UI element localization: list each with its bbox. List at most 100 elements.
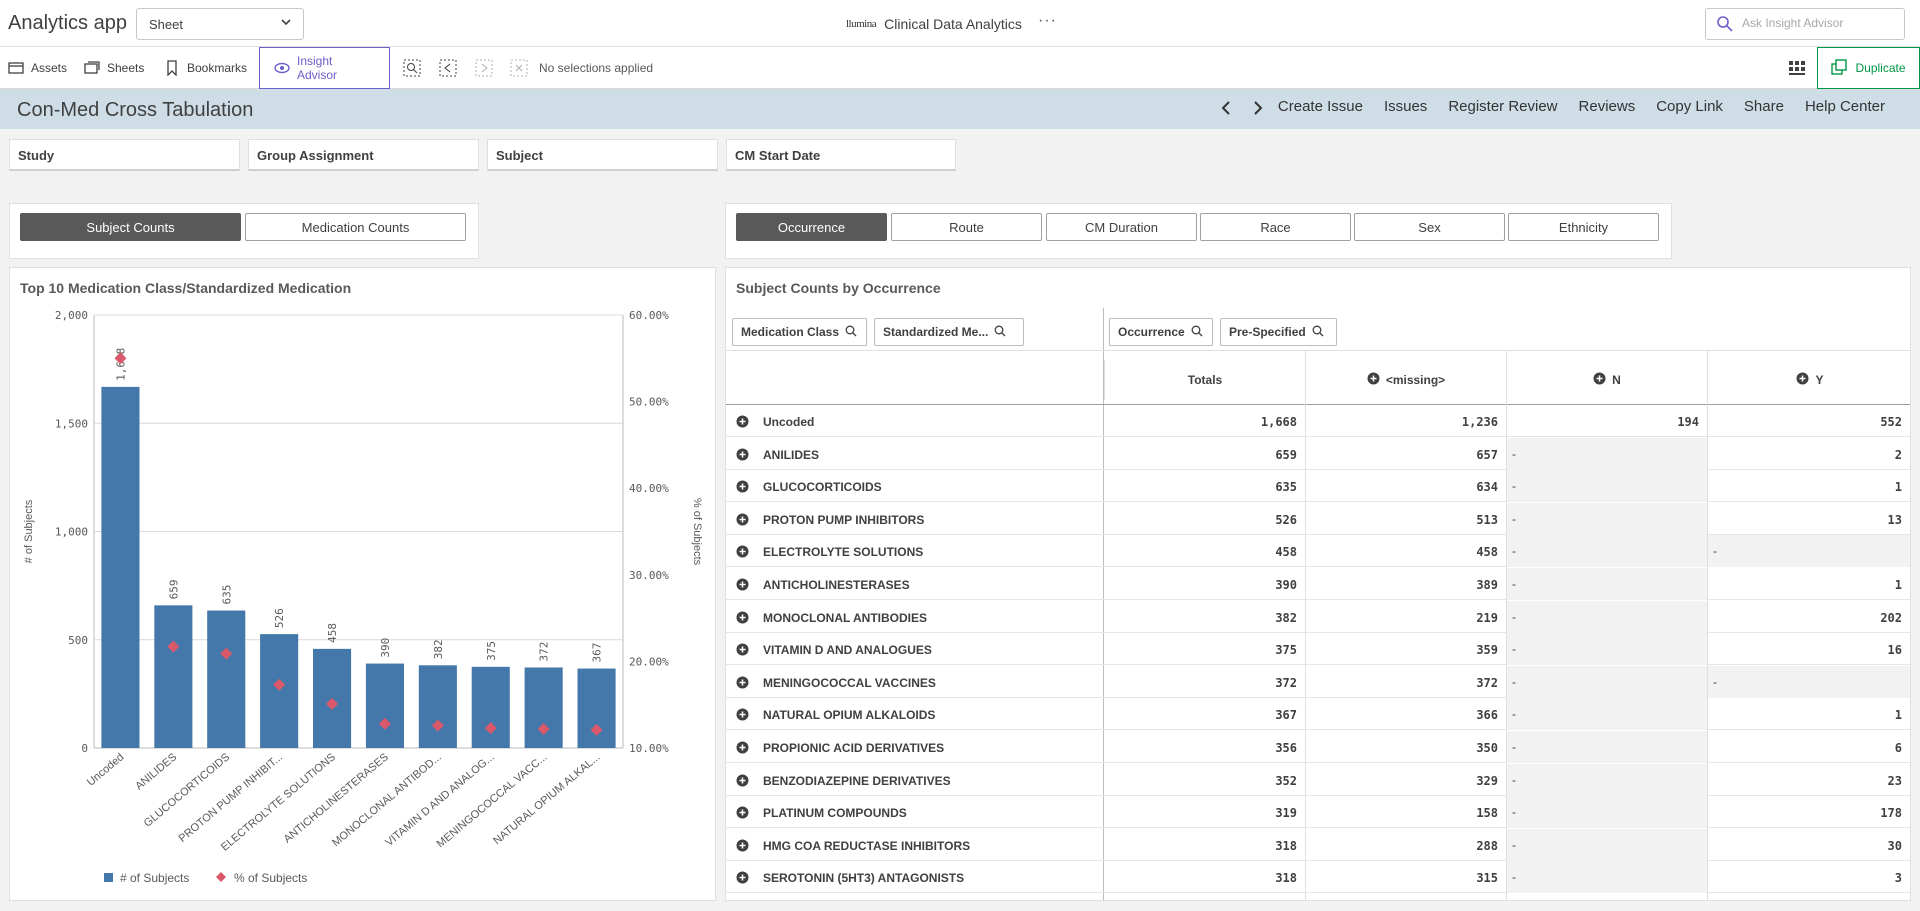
table-row[interactable]: SEROTONIN (5HT3) ANTAGONISTS 318 315- 3 [726, 861, 1910, 894]
filter-study[interactable]: Study [9, 139, 240, 171]
assets-button[interactable]: Assets [8, 47, 67, 89]
insight-advisor-button[interactable]: Insight Advisor [259, 47, 390, 89]
next-sheet-button[interactable] [1252, 98, 1264, 123]
row-label[interactable]: PLATINUM COMPOUNDS [763, 806, 907, 821]
subject-counts-button[interactable]: Subject Counts [20, 213, 241, 241]
cell-y: 6 [1894, 741, 1902, 755]
table-row[interactable]: MENINGOCOCCAL VACCINES 372 372- - [726, 665, 1910, 698]
expand-icon[interactable] [1593, 372, 1606, 388]
standardized-medication-dimension[interactable]: Standardized Me... [874, 318, 1024, 346]
row-label[interactable]: BENZODIAZEPINE DERIVATIVES [763, 773, 951, 788]
column-header-totals[interactable]: Totals [1104, 360, 1305, 400]
expand-icon[interactable] [736, 806, 749, 822]
step-forward-icon[interactable] [475, 59, 493, 77]
ask-insight-advisor-input[interactable] [1742, 16, 1892, 30]
expand-icon[interactable] [736, 741, 749, 757]
row-label[interactable]: ELECTROLYTE SOLUTIONS [763, 545, 924, 560]
expand-icon[interactable] [736, 871, 749, 887]
row-label[interactable]: ANTICHOLINESTERASES [763, 578, 910, 592]
table-row[interactable]: GLUCOCORTICOIDS 635 634- 1 [726, 470, 1910, 503]
expand-icon[interactable] [736, 774, 749, 790]
occurrence-dimension[interactable]: Occurrence [1109, 318, 1213, 346]
expand-icon[interactable] [1796, 372, 1809, 388]
step-back-icon[interactable] [439, 59, 457, 77]
expand-icon[interactable] [736, 480, 749, 496]
clear-selections-icon[interactable] [510, 59, 528, 77]
column-header-n[interactable]: N [1506, 360, 1707, 400]
sex-button[interactable]: Sex [1354, 213, 1505, 241]
row-label[interactable]: MENINGOCOCCAL VACCINES [763, 675, 936, 690]
table-row[interactable]: ANILIDES 659 657- 2 [726, 437, 1910, 470]
filter-cm-start-date[interactable]: CM Start Date [726, 139, 956, 171]
expand-icon[interactable] [736, 513, 749, 529]
occurrence-button[interactable]: Occurrence [736, 213, 887, 241]
column-header-missing[interactable]: <missing> [1305, 360, 1506, 400]
filter-group-assignment[interactable]: Group Assignment [248, 139, 479, 171]
search-icon[interactable] [1191, 325, 1203, 340]
filter-subject[interactable]: Subject [487, 139, 718, 171]
empty-cell-shade [1506, 698, 1707, 731]
expand-icon[interactable] [736, 415, 749, 431]
table-row[interactable]: MONOCLONAL ANTIBODIES 382 219- 202 [726, 600, 1910, 633]
route-button[interactable]: Route [891, 213, 1042, 241]
row-label[interactable]: NATURAL OPIUM ALKALOIDS [763, 708, 936, 723]
medication-counts-button[interactable]: Medication Counts [245, 213, 466, 241]
expand-icon[interactable] [736, 643, 749, 659]
table-row[interactable]: HMG COA REDUCTASE INHIBITORS 318 288- 30 [726, 828, 1910, 861]
register-review-link[interactable]: Register Review [1448, 98, 1558, 115]
expand-icon[interactable] [736, 676, 749, 692]
expand-icon[interactable] [736, 611, 749, 627]
table-row[interactable]: VITAMIN D AND ANALOGUES 375 359- 16 [726, 633, 1910, 666]
more-options-icon[interactable]: ··· [1038, 12, 1057, 29]
row-label[interactable]: SEROTONIN (5HT3) ANTAGONISTS [763, 871, 965, 886]
ethnicity-button[interactable]: Ethnicity [1508, 213, 1659, 241]
row-label[interactable]: Uncoded [763, 415, 815, 429]
expand-icon[interactable] [736, 545, 749, 561]
copy-link-link[interactable]: Copy Link [1656, 98, 1723, 115]
bookmarks-button[interactable]: Bookmarks [164, 47, 247, 89]
ask-insight-advisor-box[interactable] [1705, 8, 1905, 40]
search-icon[interactable] [845, 325, 857, 340]
issues-link[interactable]: Issues [1383, 98, 1428, 115]
expand-icon[interactable] [1367, 372, 1380, 388]
reviews-link[interactable]: Reviews [1578, 98, 1636, 115]
table-row[interactable]: BENZODIAZEPINE DERIVATIVES 352 329- 23 [726, 763, 1910, 796]
cm-duration-button[interactable]: CM Duration [1046, 213, 1197, 241]
previous-sheet-button[interactable] [1220, 98, 1232, 123]
empty-cell-shade [1506, 861, 1707, 894]
create-issue-link[interactable]: Create Issue [1277, 98, 1363, 115]
medication-class-dimension[interactable]: Medication Class [732, 318, 867, 346]
row-label[interactable]: GLUCOCORTICOIDS [763, 480, 882, 495]
row-label[interactable]: PROTON PUMP INHIBITORS [763, 512, 925, 527]
row-label[interactable]: HMG COA REDUCTASE INHIBITORS [763, 838, 971, 853]
sheet-dropdown[interactable]: Sheet [136, 8, 304, 40]
smart-search-icon[interactable] [403, 59, 421, 77]
column-header-y[interactable]: Y [1707, 360, 1910, 400]
expand-icon[interactable] [736, 578, 749, 594]
table-row[interactable]: NATURAL OPIUM ALKALOIDS 367 366- 1 [726, 698, 1910, 731]
expand-icon[interactable] [736, 448, 749, 464]
table-row[interactable]: Uncoded 1,668 1,236 194 552 [726, 405, 1910, 437]
legend-label-percent: % of Subjects [234, 871, 307, 885]
grid-view-icon[interactable] [1788, 60, 1806, 81]
table-row[interactable]: PROTON PUMP INHIBITORS 526 513- 13 [726, 502, 1910, 535]
share-link[interactable]: Share [1743, 98, 1784, 115]
race-button[interactable]: Race [1200, 213, 1351, 241]
row-label[interactable]: VITAMIN D AND ANALOGUES [763, 643, 932, 658]
duplicate-button[interactable]: Duplicate [1817, 47, 1920, 89]
help-center-link[interactable]: Help Center [1804, 98, 1885, 115]
pre-specified-dimension[interactable]: Pre-Specified [1220, 318, 1337, 346]
table-row[interactable]: ANTICHOLINESTERASES 390 389- 1 [726, 568, 1910, 600]
row-label[interactable]: MONOCLONAL ANTIBODIES [763, 610, 927, 625]
expand-icon[interactable] [736, 708, 749, 724]
search-icon[interactable] [994, 325, 1006, 340]
table-row[interactable]: ELECTROLYTE SOLUTIONS 458 458- - [726, 535, 1910, 568]
row-label[interactable]: ANILIDES [763, 447, 820, 462]
expand-icon[interactable] [736, 839, 749, 855]
sheets-button[interactable]: Sheets [84, 47, 144, 89]
search-icon[interactable] [1312, 325, 1324, 340]
table-row[interactable]: PROPIONIC ACID DERIVATIVES 356 350- 6 [726, 731, 1910, 763]
row-label[interactable]: PROPIONIC ACID DERIVATIVES [763, 741, 945, 755]
table-row[interactable]: PLATINUM COMPOUNDS 319 158- 178 [726, 796, 1910, 829]
app-title[interactable]: Analytics app [8, 12, 127, 34]
